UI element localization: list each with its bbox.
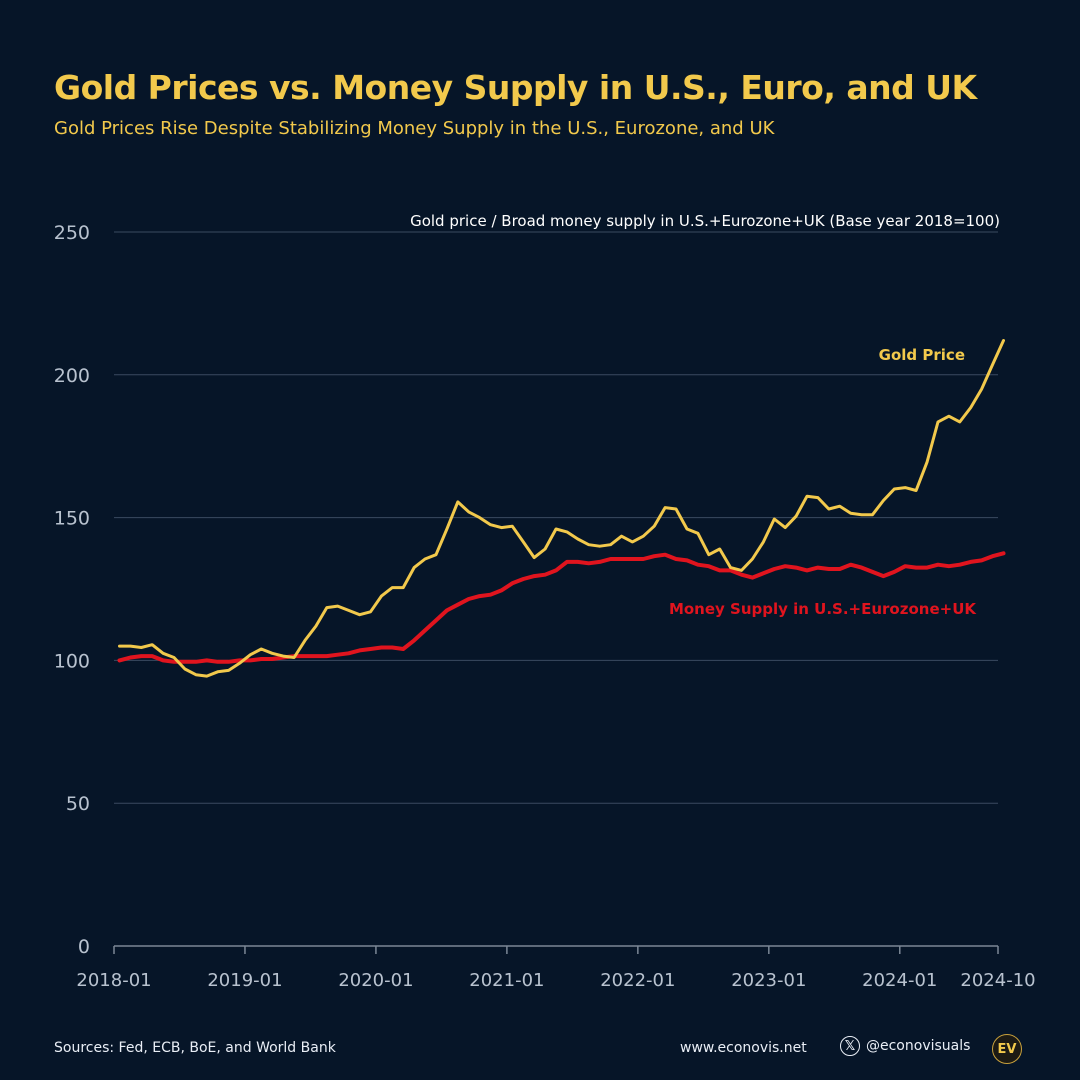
y-tick-label: 100 <box>54 650 90 672</box>
y-tick-label: 0 <box>78 936 90 958</box>
x-tick-label: 2024-01 <box>862 970 937 991</box>
x-tick-label: 2022-01 <box>600 970 675 991</box>
x-tick-label: 2019-01 <box>207 970 282 991</box>
social-handle[interactable]: 𝕏 @econovisuals <box>840 1036 970 1056</box>
brand-logo-text: EV <box>997 1041 1017 1057</box>
x-tick-label: 2024-10 <box>960 970 1035 991</box>
y-tick-label: 250 <box>54 222 90 244</box>
chart-annotation: Gold price / Broad money supply in U.S.+… <box>410 212 1000 230</box>
sources-note: Sources: Fed, ECB, BoE, and World Bank <box>54 1040 336 1056</box>
x-tick-label: 2021-01 <box>469 970 544 991</box>
gold-price-line <box>118 339 1005 678</box>
x-tick-label: 2020-01 <box>338 970 413 991</box>
x-tick-label: 2018-01 <box>76 970 151 991</box>
series-label-money: Money Supply in U.S.+Eurozone+UK <box>669 600 977 618</box>
y-tick-label: 150 <box>54 508 90 530</box>
y-tick-label: 50 <box>66 793 90 815</box>
chart-title: Gold Prices vs. Money Supply in U.S., Eu… <box>54 68 977 107</box>
y-tick-label: 200 <box>54 365 90 387</box>
brand-logo: EV <box>992 1034 1022 1064</box>
x-logo-icon: 𝕏 <box>840 1036 860 1056</box>
money-supply-line <box>117 551 1006 664</box>
series-label-gold: Gold Price <box>879 346 965 364</box>
social-handle-label: @econovisuals <box>866 1038 971 1054</box>
website-link[interactable]: www.econovis.net <box>680 1040 807 1056</box>
x-tick-label: 2023-01 <box>731 970 806 991</box>
chart-subtitle: Gold Prices Rise Despite Stabilizing Mon… <box>54 118 775 139</box>
